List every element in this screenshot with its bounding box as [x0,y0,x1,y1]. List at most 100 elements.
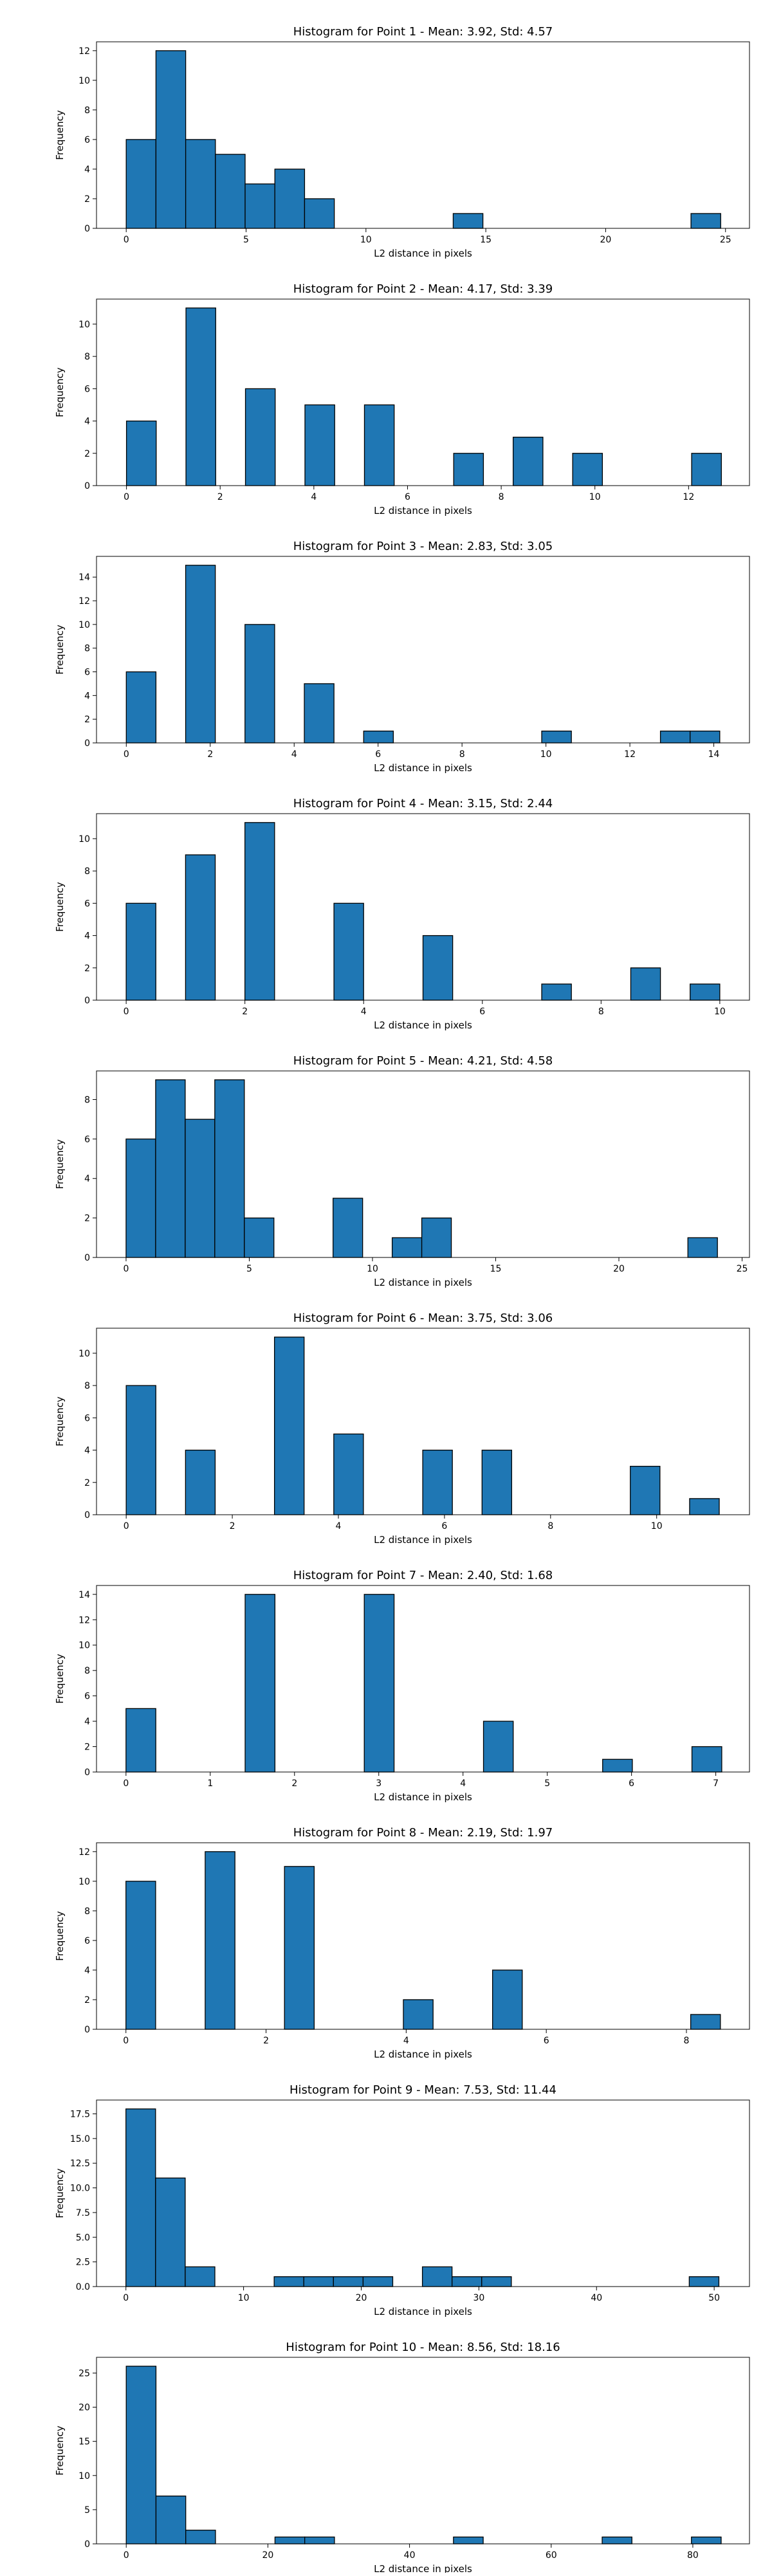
histogram-bar [541,983,572,1001]
x-tick-label: 20 [356,2293,367,2303]
y-tick-label: 2 [84,194,90,205]
y-tick-label: 4 [84,1174,90,1184]
x-tick-label: 8 [684,2036,690,2046]
y-tick-label: 2 [84,1478,90,1488]
x-tick-label: 40 [591,2293,602,2303]
histogram-bar [421,1217,452,1258]
histogram-bar [481,1449,513,1515]
chart-title: Histogram for Point 6 - Mean: 3.75, Std:… [293,1311,553,1325]
x-tick-label: 5 [544,1778,550,1789]
x-tick-label: 4 [361,1007,367,1017]
y-axis-label: Frequency [54,1911,66,1961]
histogram-bar [125,1708,156,1773]
y-tick-label: 12.5 [70,2159,90,2169]
chart-panel-2: Histogram for Point 2 - Mean: 4.17, Std:… [54,282,750,516]
y-tick-label: 6 [84,899,90,909]
histogram-bar [659,730,691,744]
y-tick-label: 0 [84,481,90,491]
y-tick-label: 6 [84,668,90,678]
histogram-bar [185,1119,216,1258]
histogram-bar [572,453,603,486]
y-tick-label: 5.0 [76,2233,90,2243]
x-tick-label: 2 [263,2036,269,2046]
x-axis-label: L2 distance in pixels [374,1791,472,1803]
histogram-bar [155,2177,186,2287]
x-tick-label: 6 [405,492,410,502]
x-tick-label: 5 [243,235,249,245]
x-tick-label: 2 [230,1521,235,1531]
histogram-bar [304,404,335,486]
x-tick-label: 60 [546,2550,557,2561]
y-tick-label: 6 [84,1135,90,1145]
plot-frame [96,813,750,1001]
chart-title: Histogram for Point 3 - Mean: 2.83, Std:… [293,540,553,553]
x-tick-label: 8 [547,1521,553,1531]
y-tick-label: 0 [84,2025,90,2035]
y-tick-label: 7.5 [76,2208,90,2218]
histogram-bar [304,2536,335,2544]
x-tick-label: 6 [544,2036,549,2046]
y-tick-label: 20 [78,2403,90,2413]
x-tick-label: 0 [124,492,129,502]
chart-title: Histogram for Point 1 - Mean: 3.92, Std:… [293,25,553,39]
y-axis-label: Frequency [54,367,66,417]
y-tick-label: 14 [78,1590,90,1600]
x-tick-label: 15 [490,1264,502,1274]
x-tick-label: 0 [124,749,129,760]
x-tick-label: 0 [124,1264,129,1274]
plot-frame [96,556,750,744]
y-axis-label: Frequency [54,882,66,932]
y-tick-label: 15 [78,2437,90,2447]
histogram-bar [333,1433,364,1515]
y-tick-label: 4 [84,417,90,427]
histogram-bar [214,1079,245,1258]
chart-panel-8: Histogram for Point 8 - Mean: 2.19, Std:… [54,1826,750,2060]
y-tick-label: 0 [84,224,90,234]
plot-frame [96,1585,750,1773]
y-tick-label: 8 [84,866,90,877]
x-axis-label: L2 distance in pixels [374,2563,472,2573]
histogram-bar [125,420,157,486]
histogram-bar [244,1217,275,1258]
y-axis-label: Frequency [54,1139,66,1189]
y-tick-label: 10 [78,1877,90,1887]
x-tick-label: 0 [123,2036,129,2046]
x-tick-label: 4 [336,1521,342,1531]
x-tick-label: 2 [207,749,213,760]
y-tick-label: 10 [78,320,90,330]
histogram-bar [691,2536,722,2544]
x-tick-label: 10 [540,749,552,760]
y-tick-label: 14 [78,572,90,583]
histogram-bar [244,624,275,744]
x-tick-label: 10 [360,235,372,245]
histogram-bar [185,2266,216,2287]
histogram-bar [362,2276,394,2287]
y-tick-label: 2.5 [76,2258,90,2268]
y-tick-label: 10 [78,76,90,86]
histogram-bar [244,1594,276,1773]
y-tick-label: 2 [84,964,90,974]
histogram-bar [333,2276,364,2287]
x-tick-label: 8 [598,1007,604,1017]
chart-panel-4: Histogram for Point 4 - Mean: 3.15, Std:… [54,797,750,1031]
histogram-bar [630,1466,661,1515]
histogram-bar [284,1866,315,2030]
histogram-bar [541,730,572,744]
y-axis-label: Frequency [54,625,66,675]
x-tick-label: 4 [311,492,317,502]
x-tick-label: 10 [651,1521,663,1531]
histogram-bar [363,404,395,486]
x-tick-label: 6 [479,1007,485,1017]
histogram-bar [691,1746,722,1773]
x-tick-label: 30 [473,2293,484,2303]
histogram-bar [205,1851,235,2030]
y-tick-label: 6 [84,135,90,145]
x-axis-label: L2 distance in pixels [374,1277,472,1288]
chart-panel-3: Histogram for Point 3 - Mean: 2.83, Std:… [54,540,750,774]
y-tick-label: 0 [84,1510,90,1521]
histogram-bar [687,1237,718,1258]
histogram-bar [125,1385,156,1515]
y-tick-label: 0.0 [76,2282,90,2292]
histogram-bar [391,1237,423,1258]
